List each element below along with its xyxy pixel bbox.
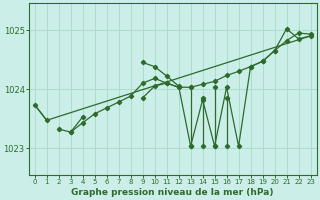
X-axis label: Graphe pression niveau de la mer (hPa): Graphe pression niveau de la mer (hPa) bbox=[71, 188, 274, 197]
